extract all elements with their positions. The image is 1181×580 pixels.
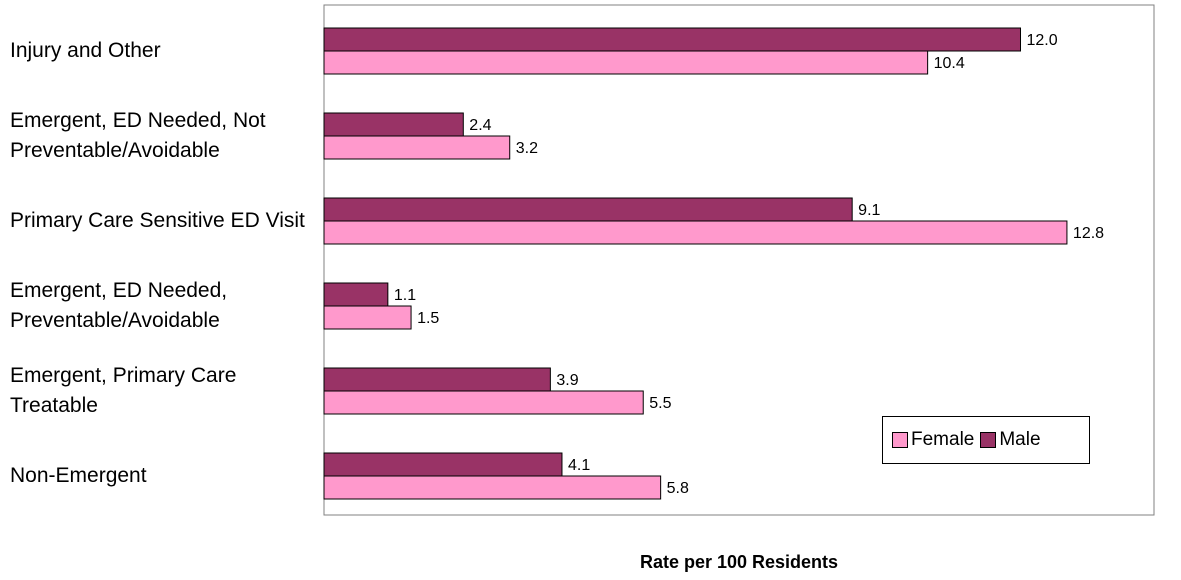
category-label-3: Emergent, ED Needed, Preventable/Avoidab… [10,279,228,332]
category-label-1: Emergent, ED Needed, Not Preventable/Avo… [10,109,266,162]
value-label-female-0: 10.4 [934,55,965,72]
legend-entry-male: Male [980,429,1041,451]
bar-female-3 [323,305,412,330]
value-label-male-1: 2.4 [469,117,491,134]
bar-female-0 [323,50,929,75]
category-label-5: Non-Emergent [10,464,147,487]
bar-male-4 [323,367,551,392]
bar-female-1 [323,135,511,160]
value-label-male-4: 3.9 [556,372,578,389]
bar-female-2 [323,220,1068,245]
category-label-2: Primary Care Sensitive ED Visit [10,209,305,232]
x-axis-label: Rate per 100 Residents [639,552,839,572]
value-label-male-2: 9.1 [858,202,880,219]
bar-male-1 [323,112,464,137]
bar-male-3 [323,282,389,307]
category-label-0: Injury and Other [10,39,161,62]
bar-male-5 [323,452,563,477]
bar-female-5 [323,475,662,500]
value-label-female-5: 5.8 [667,480,689,497]
value-label-female-4: 5.5 [649,395,671,412]
bar-male-2 [323,197,853,222]
bars-group [323,27,1068,500]
category-label-4: Emergent, Primary Care Treatable [10,364,237,417]
bar-male-0 [323,27,1022,52]
bar-female-4 [323,390,644,415]
legend: Female Male [882,416,1090,464]
value-label-female-3: 1.5 [417,310,439,327]
value-label-female-1: 3.2 [516,140,538,157]
legend-swatch-male [980,432,997,448]
legend-entry-female: Female [892,429,974,451]
legend-label-female: Female [911,429,975,450]
value-label-male-3: 1.1 [394,287,416,304]
value-label-male-5: 4.1 [568,457,590,474]
value-label-male-0: 12.0 [1027,32,1058,49]
legend-label-male: Male [999,429,1041,450]
value-label-female-2: 12.8 [1073,225,1104,242]
value-labels-group: 12.0 10.4 2.4 3.2 9.1 12.8 1.11.5 3.9 5.5 4.1 5.8 [394,32,1104,497]
legend-swatch-female [892,432,908,448]
